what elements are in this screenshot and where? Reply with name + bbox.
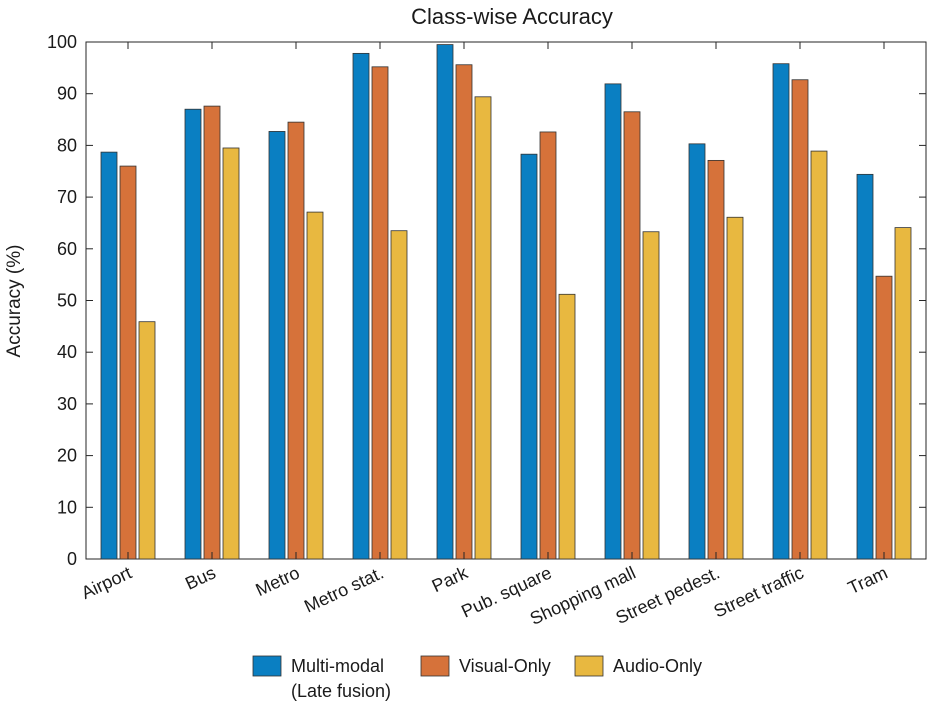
x-tick-label: Airport — [78, 562, 135, 603]
bar-visual-only — [371, 66, 389, 560]
bar-multi-modal — [436, 44, 454, 560]
x-tick-label: Metro stat. — [301, 562, 387, 616]
bar-audio-only — [222, 147, 240, 560]
y-tick-label: 10 — [57, 497, 77, 517]
bar-visual-only — [119, 165, 137, 560]
bar-multi-modal — [856, 173, 874, 560]
y-tick-label: 50 — [57, 291, 77, 311]
bar-audio-only — [726, 216, 744, 560]
legend: Multi-modal (Late fusion) Visual-Only Audio… — [252, 655, 702, 701]
bar-audio-only — [558, 293, 576, 560]
bar-visual-only — [623, 111, 641, 560]
y-tick-label: 80 — [57, 135, 77, 155]
plot-area: 0 10 20 30 40 50 60 70 80 90 100 Airport Bus MetroMet… — [47, 32, 927, 629]
bar-visual-only — [539, 131, 557, 560]
bar-multi-modal — [100, 151, 118, 560]
bar-visual-only — [203, 105, 221, 560]
bar-audio-only — [894, 227, 912, 560]
bar-multi-modal — [184, 108, 202, 560]
bar-multi-modal — [268, 131, 286, 560]
bar-visual-only — [707, 159, 725, 560]
bar-multi-modal — [352, 52, 370, 560]
legend-swatch-multi-modal — [252, 655, 282, 677]
bar-visual-only — [791, 79, 809, 560]
y-axis-label: Accuracy (%) — [4, 245, 25, 358]
legend-swatch-visual-only — [420, 655, 450, 677]
bar-audio-only — [390, 230, 408, 560]
legend-label-audio-only: Audio-Only — [613, 656, 702, 676]
bar-multi-modal — [688, 143, 706, 560]
bar-audio-only — [474, 96, 492, 560]
legend-label-visual-only: Visual-Only — [459, 656, 551, 676]
y-tick-label: 0 — [67, 549, 77, 569]
bar-visual-only — [287, 121, 305, 560]
chart-title: Class-wise Accuracy — [411, 4, 613, 29]
x-tick-label: Metro — [253, 562, 303, 600]
y-tick-label: 40 — [57, 342, 77, 362]
legend-label-multi-modal: (Late fusion) — [291, 681, 391, 701]
bar-multi-modal — [520, 153, 538, 560]
x-tick-label: Bus — [182, 562, 219, 593]
bar-multi-modal — [604, 83, 622, 560]
y-tick-label: 90 — [57, 84, 77, 104]
bar-audio-only — [138, 321, 156, 560]
y-tick-label: 30 — [57, 394, 77, 414]
bar-audio-only — [306, 211, 324, 560]
y-tick-label: 60 — [57, 239, 77, 259]
bar-visual-only — [875, 275, 893, 560]
bar-multi-modal — [772, 63, 790, 560]
legend-label-multi-modal: Multi-modal — [291, 656, 384, 676]
legend-swatch-audio-only — [574, 655, 604, 677]
bar-audio-only — [810, 150, 828, 560]
x-tick-label: Park — [429, 562, 472, 596]
bar-visual-only — [455, 64, 473, 560]
x-tick-label: Street traffic — [711, 562, 807, 621]
y-tick-label: 70 — [57, 187, 77, 207]
y-tick-label: 100 — [47, 32, 77, 52]
y-tick-label: 20 — [57, 446, 77, 466]
x-tick-label: Tram — [845, 562, 891, 598]
bar-audio-only — [642, 231, 660, 560]
